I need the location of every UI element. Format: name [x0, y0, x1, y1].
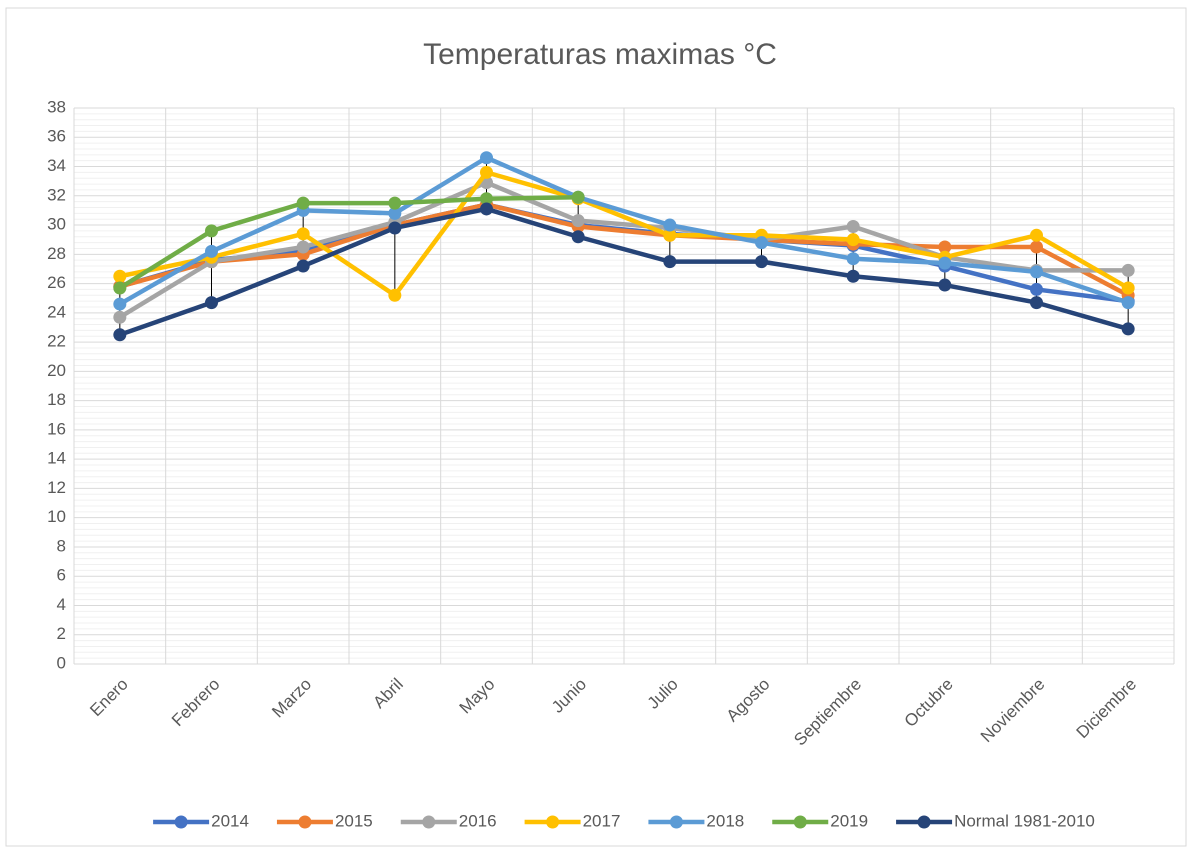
point — [755, 236, 768, 250]
y-tick-label: 20 — [47, 361, 66, 380]
legend-label: 2019 — [830, 811, 868, 830]
point — [1030, 240, 1043, 254]
point — [205, 296, 218, 310]
legend-marker — [793, 815, 807, 829]
y-tick-label: 38 — [47, 97, 66, 116]
y-tick-label: 22 — [47, 332, 66, 351]
y-tick-label: 36 — [47, 127, 66, 146]
y-tick-label: 26 — [47, 273, 66, 292]
point — [1030, 296, 1043, 310]
legend-label: 2015 — [335, 811, 373, 830]
y-tick-label: 6 — [57, 566, 66, 585]
point — [205, 244, 218, 258]
point — [755, 255, 768, 269]
legend: 2014 2015 2016 2017 2018 2019 Normal 1981-2010 — [153, 811, 1095, 830]
point — [846, 269, 860, 283]
point — [1030, 265, 1043, 279]
y-tick-label: 8 — [57, 536, 66, 555]
point — [663, 255, 677, 269]
point — [388, 221, 402, 235]
y-tick-label: 30 — [47, 215, 66, 234]
y-tick-label: 32 — [47, 185, 66, 204]
point — [1121, 322, 1135, 336]
point — [296, 227, 310, 241]
point — [113, 328, 127, 342]
point — [113, 269, 127, 283]
point — [938, 256, 952, 270]
y-tick-label: 18 — [47, 390, 66, 409]
legend-marker — [546, 815, 560, 829]
point — [480, 202, 493, 216]
point — [1030, 282, 1043, 296]
point — [480, 151, 493, 165]
y-tick-label: 34 — [47, 156, 66, 175]
y-tick-label: 2 — [57, 624, 66, 643]
point — [480, 192, 493, 206]
y-tick-label: 10 — [47, 507, 66, 526]
point — [938, 278, 952, 292]
legend-marker — [669, 815, 683, 829]
point — [1121, 281, 1135, 295]
point — [113, 281, 127, 295]
legend-label: Normal 1981-2010 — [954, 811, 1095, 830]
legend-marker — [174, 815, 188, 829]
point — [571, 230, 585, 244]
legend-marker — [422, 815, 436, 829]
legend-marker — [917, 815, 931, 829]
point — [480, 165, 493, 179]
y-tick-label: 16 — [47, 419, 66, 438]
y-tick-label: 12 — [47, 478, 66, 497]
y-tick-label: 14 — [47, 449, 66, 468]
point — [113, 297, 127, 311]
point — [1121, 296, 1135, 310]
point — [846, 233, 860, 247]
legend-label: 2017 — [583, 811, 621, 830]
series-line — [119, 202, 1130, 298]
point — [846, 220, 860, 234]
point — [388, 288, 402, 302]
point — [571, 190, 585, 204]
chart-frame — [5, 7, 1187, 847]
point — [663, 228, 677, 242]
point — [388, 206, 402, 220]
legend-marker — [298, 815, 312, 829]
point — [296, 240, 310, 254]
point — [663, 218, 677, 232]
point — [205, 224, 218, 238]
legend-label: 2018 — [706, 811, 744, 830]
y-tick-label: 24 — [47, 302, 66, 321]
point — [938, 240, 952, 254]
y-tick-label: 0 — [57, 653, 66, 672]
series-line — [119, 206, 1129, 337]
point — [846, 252, 860, 266]
point — [1030, 228, 1043, 242]
series-line — [118, 195, 579, 290]
y-tick-label: 4 — [57, 595, 66, 614]
point — [296, 259, 310, 273]
point — [388, 196, 402, 210]
point — [1121, 263, 1135, 277]
series-line — [118, 155, 1129, 307]
point — [571, 214, 585, 228]
point — [296, 196, 310, 210]
y-tick-label: 28 — [47, 244, 66, 263]
series-line — [119, 170, 1130, 298]
legend-label: 2016 — [459, 811, 497, 830]
chart-title: Temperaturas maximas °C — [423, 38, 777, 71]
point — [113, 310, 127, 324]
series-line — [118, 180, 1129, 320]
legend-label: 2014 — [211, 811, 249, 830]
